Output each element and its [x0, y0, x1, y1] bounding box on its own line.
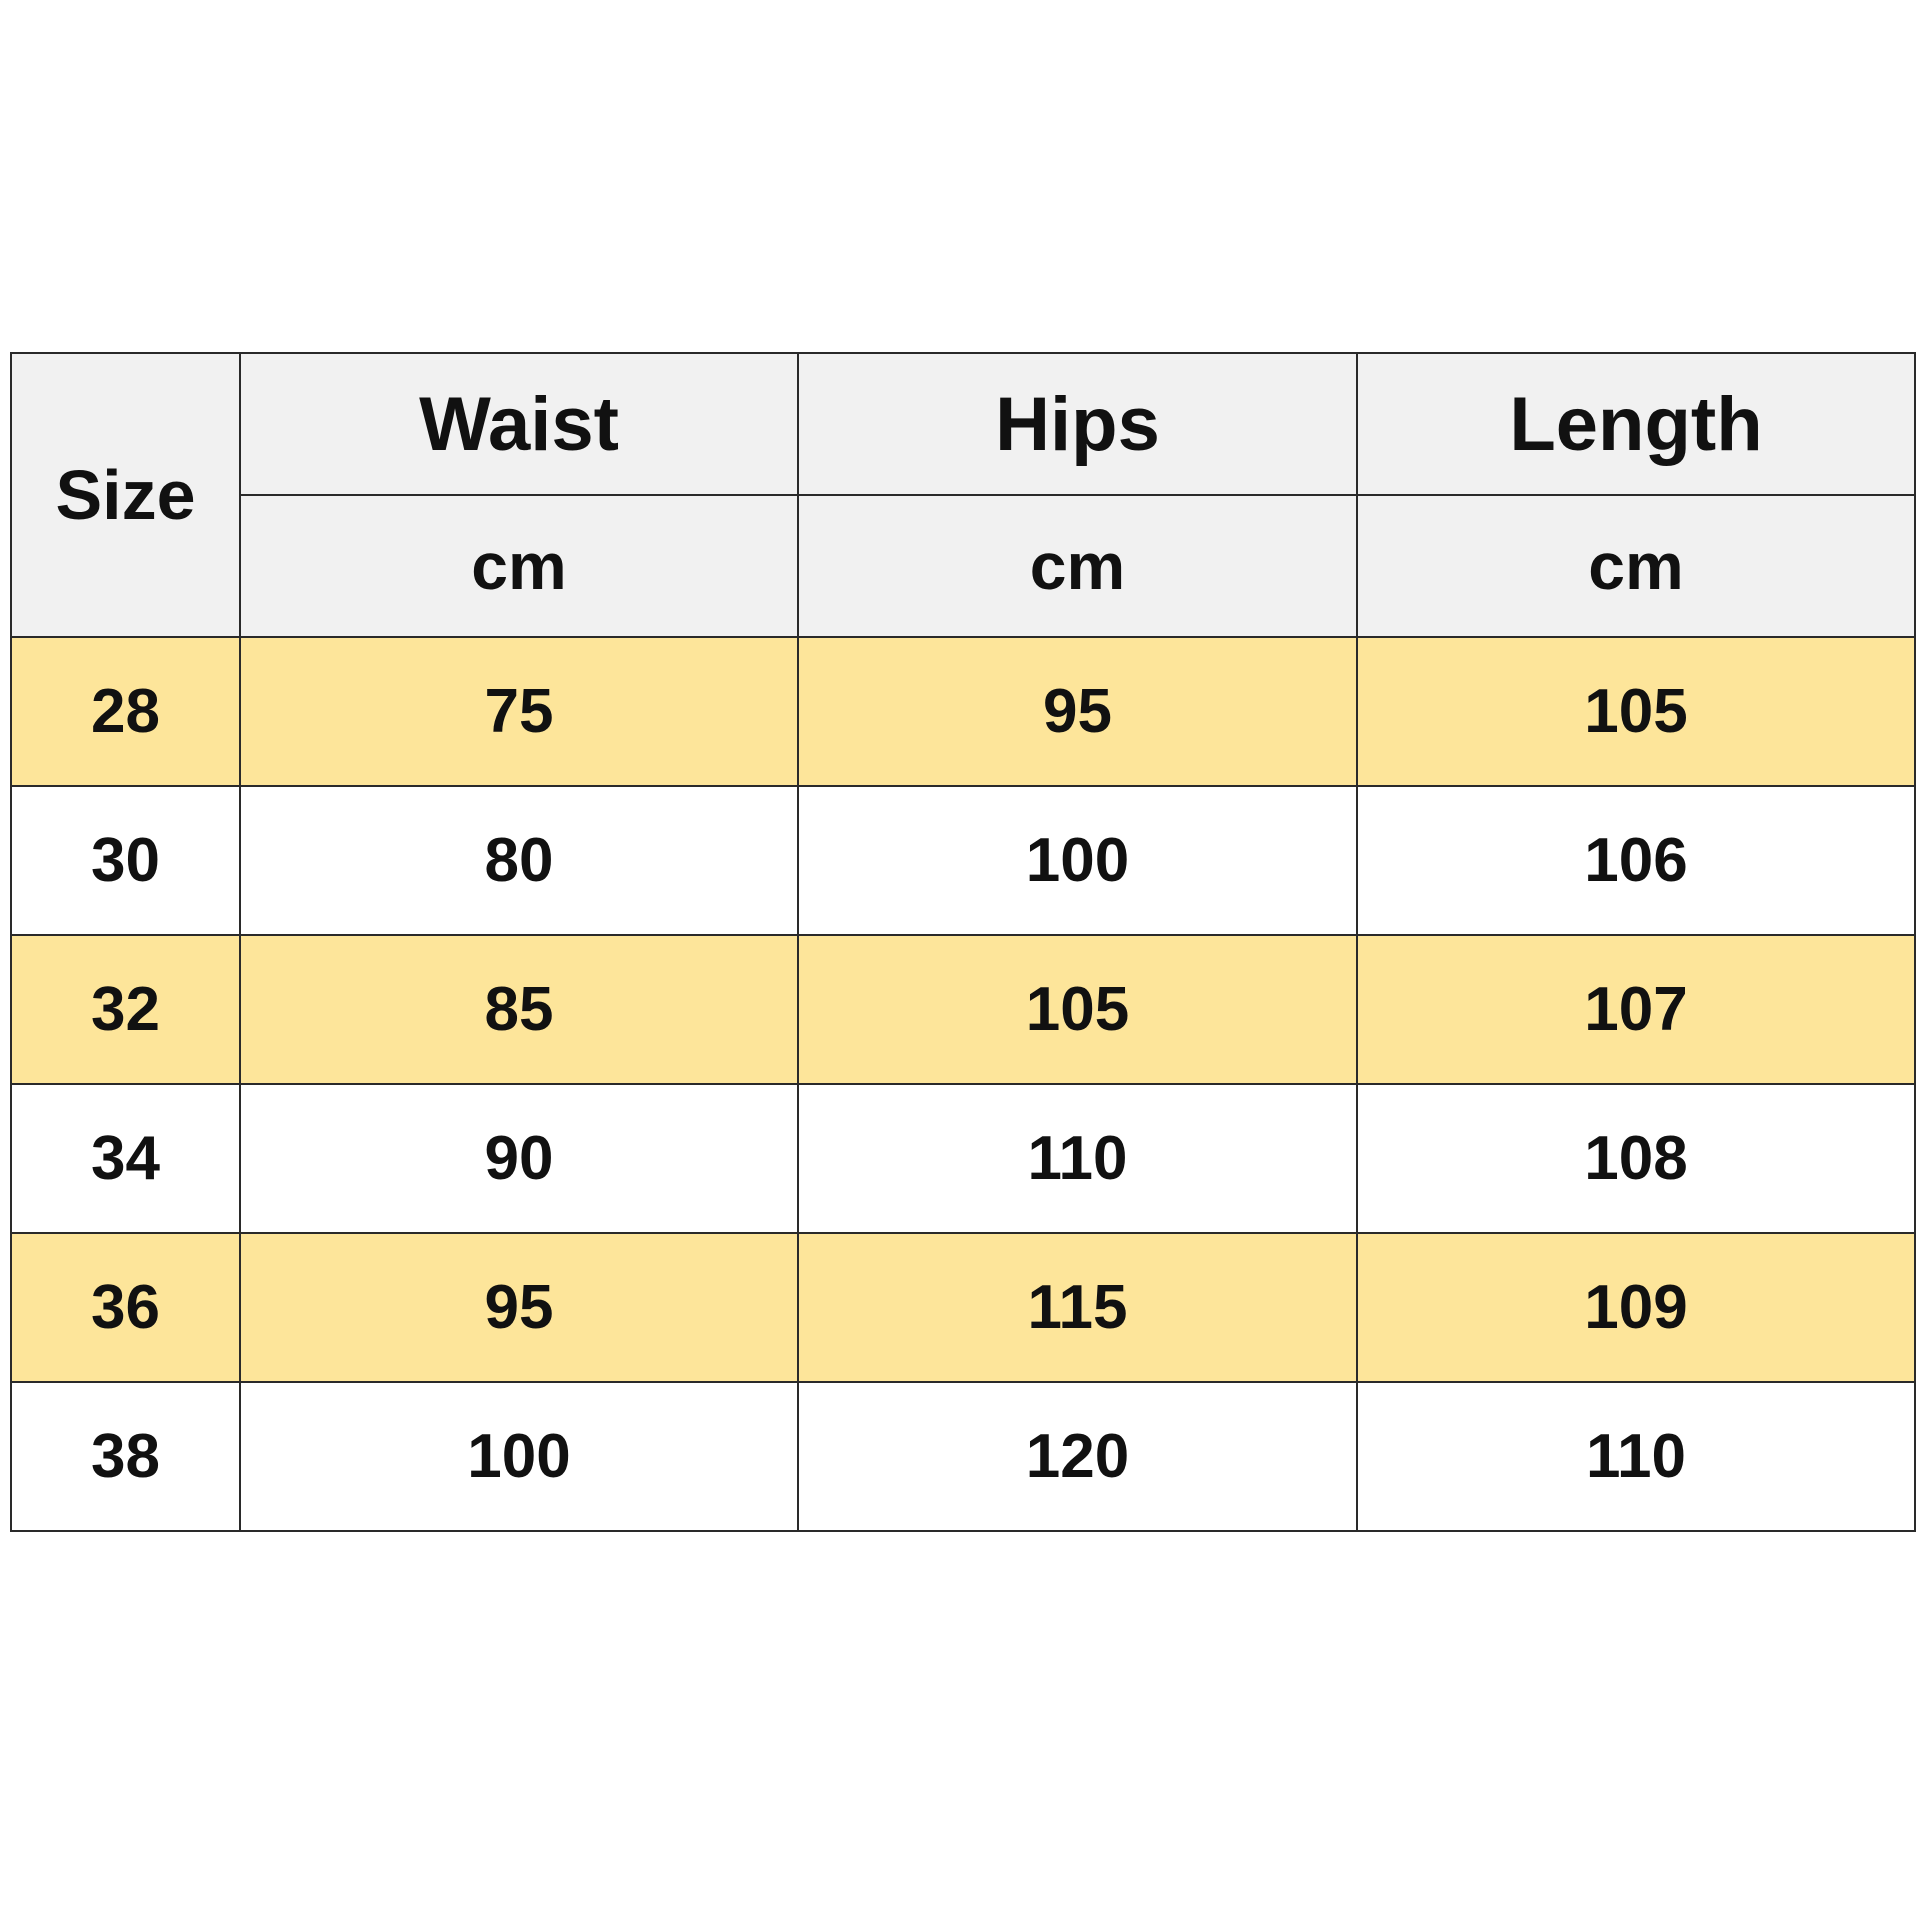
- waist-unit: cm: [239, 494, 799, 638]
- waist-cell: 75: [239, 636, 799, 787]
- hips-cell: 120: [797, 1381, 1358, 1532]
- table-row: 28 75 95 105: [10, 636, 1916, 787]
- length-cell: 106: [1356, 785, 1916, 936]
- length-cell: 105: [1356, 636, 1916, 787]
- hips-cell: 100: [797, 785, 1358, 936]
- table-row: 34 90 110 108: [10, 1083, 1916, 1234]
- hips-cell: 110: [797, 1083, 1358, 1234]
- table-row: 32 85 105 107: [10, 934, 1916, 1085]
- size-cell: 32: [10, 934, 241, 1085]
- hips-cell: 105: [797, 934, 1358, 1085]
- table-row: 30 80 100 106: [10, 785, 1916, 936]
- length-cell: 110: [1356, 1381, 1916, 1532]
- size-chart-table: Size Waist Hips Length cm cm cm 28 75 95 10…: [10, 352, 1916, 1532]
- header-row: Size Waist Hips Length: [10, 352, 1916, 638]
- size-cell: 30: [10, 785, 241, 936]
- hips-header: Hips: [797, 352, 1358, 496]
- length-unit: cm: [1356, 494, 1916, 638]
- size-cell: 38: [10, 1381, 241, 1532]
- size-header: Size: [10, 352, 241, 638]
- length-header: Length: [1356, 352, 1916, 496]
- table-row: 38 100 120 110: [10, 1381, 1916, 1532]
- waist-header: Waist: [239, 352, 799, 496]
- hips-unit: cm: [797, 494, 1358, 638]
- waist-cell: 90: [239, 1083, 799, 1234]
- waist-cell: 85: [239, 934, 799, 1085]
- size-cell: 34: [10, 1083, 241, 1234]
- hips-cell: 95: [797, 636, 1358, 787]
- size-cell: 36: [10, 1232, 241, 1383]
- length-cell: 108: [1356, 1083, 1916, 1234]
- table-row: 36 95 115 109: [10, 1232, 1916, 1383]
- hips-cell: 115: [797, 1232, 1358, 1383]
- length-cell: 107: [1356, 934, 1916, 1085]
- waist-cell: 80: [239, 785, 799, 936]
- waist-cell: 100: [239, 1381, 799, 1532]
- waist-cell: 95: [239, 1232, 799, 1383]
- unit-row: cm cm cm: [11, 494, 1916, 638]
- size-cell: 28: [10, 636, 241, 787]
- length-cell: 109: [1356, 1232, 1916, 1383]
